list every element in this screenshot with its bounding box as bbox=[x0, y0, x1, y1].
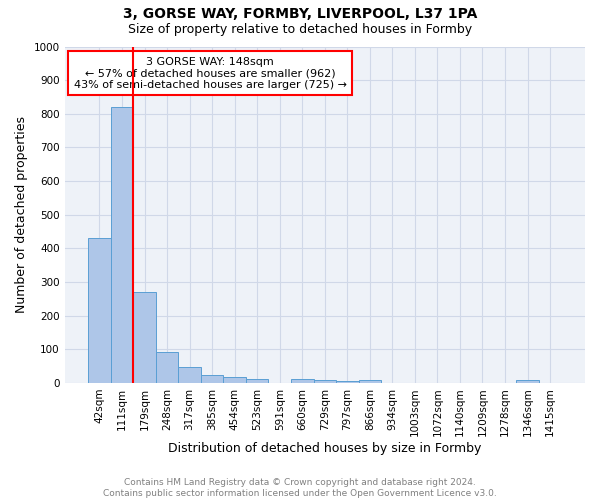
Bar bbox=[156, 352, 178, 383]
Bar bbox=[201, 375, 223, 383]
Bar bbox=[88, 238, 111, 383]
Bar bbox=[516, 380, 539, 383]
Bar bbox=[111, 107, 133, 383]
Bar bbox=[223, 377, 246, 383]
Text: Contains HM Land Registry data © Crown copyright and database right 2024.
Contai: Contains HM Land Registry data © Crown c… bbox=[103, 478, 497, 498]
Bar bbox=[178, 367, 201, 383]
Bar bbox=[133, 292, 156, 383]
Text: 3, GORSE WAY, FORMBY, LIVERPOOL, L37 1PA: 3, GORSE WAY, FORMBY, LIVERPOOL, L37 1PA bbox=[123, 8, 477, 22]
X-axis label: Distribution of detached houses by size in Formby: Distribution of detached houses by size … bbox=[168, 442, 481, 455]
Bar bbox=[291, 380, 314, 383]
Bar bbox=[336, 381, 359, 383]
Y-axis label: Number of detached properties: Number of detached properties bbox=[15, 116, 28, 313]
Text: Size of property relative to detached houses in Formby: Size of property relative to detached ho… bbox=[128, 22, 472, 36]
Bar bbox=[359, 380, 381, 383]
Bar bbox=[246, 380, 268, 383]
Bar bbox=[314, 380, 336, 383]
Text: 3 GORSE WAY: 148sqm
← 57% of detached houses are smaller (962)
43% of semi-detac: 3 GORSE WAY: 148sqm ← 57% of detached ho… bbox=[74, 56, 347, 90]
